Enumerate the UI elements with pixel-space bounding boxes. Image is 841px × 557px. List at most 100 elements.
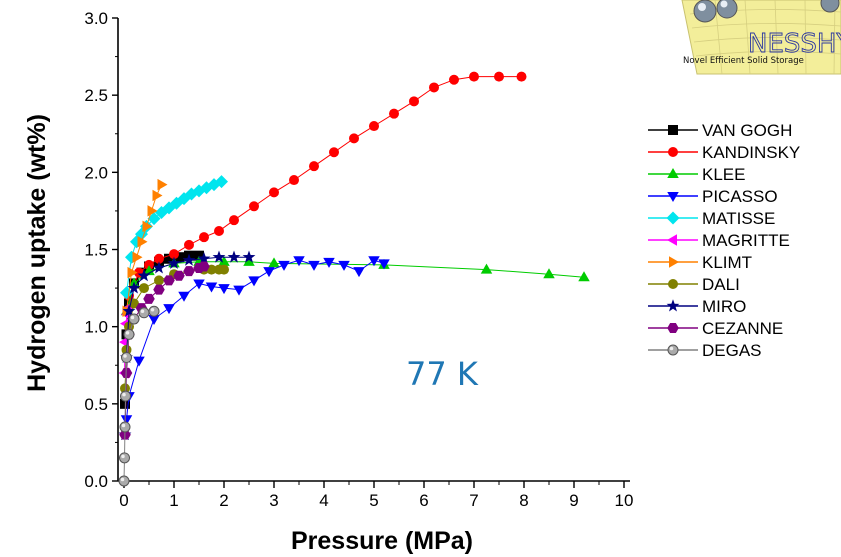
- data-point: [152, 189, 163, 202]
- data-point-highlight: [122, 392, 126, 397]
- data-point: [233, 285, 245, 296]
- data-point: [148, 314, 160, 325]
- data-point: [249, 201, 259, 212]
- data-point: [167, 256, 181, 269]
- series-kandinsky: [124, 71, 527, 301]
- legend-label: KANDINSKY: [702, 143, 800, 162]
- x-tick-label: 4: [319, 491, 328, 510]
- data-point: [152, 261, 166, 274]
- data-point: [212, 250, 226, 263]
- legend: VAN GOGH KANDINSKY KLEE PICASSO MATISSE MAGRI…: [648, 121, 800, 360]
- legend-label: MATISSE: [702, 209, 775, 228]
- data-point: [449, 74, 459, 85]
- data-point: [127, 281, 141, 294]
- data-point: [469, 71, 479, 82]
- data-point: [309, 161, 319, 172]
- data-point-highlight: [120, 477, 125, 482]
- data-point: [248, 276, 260, 287]
- y-tick-label: 2.5: [84, 86, 108, 105]
- x-tick-label: 5: [369, 491, 378, 510]
- data-point: [144, 259, 154, 270]
- legend-item: CEZANNE: [648, 319, 783, 338]
- data-point: [128, 313, 140, 325]
- legend-label: DALI: [702, 275, 740, 294]
- y-tick-label: 2.0: [84, 163, 108, 182]
- data-point: [349, 133, 359, 144]
- data-point: [378, 259, 390, 270]
- legend-label: KLIMT: [702, 253, 752, 272]
- data-point: [119, 452, 130, 464]
- data-point: [429, 82, 439, 93]
- data-point: [164, 253, 174, 264]
- legend-label: KLEE: [702, 165, 745, 184]
- legend-item: DALI: [648, 275, 740, 294]
- legend-marker: [668, 279, 678, 289]
- legend-item: MATISSE: [648, 209, 775, 228]
- data-point: [278, 260, 290, 271]
- legend-label: DEGAS: [702, 341, 762, 360]
- data-point: [338, 260, 350, 271]
- data-point: [269, 187, 279, 198]
- data-point: [198, 261, 210, 272]
- data-point-highlight: [121, 423, 126, 428]
- data-point: [199, 232, 209, 243]
- data-point: [122, 304, 136, 317]
- data-point: [215, 175, 228, 189]
- x-tick-label: 10: [615, 491, 634, 510]
- data-point: [174, 252, 184, 263]
- y-tick-label: 1.5: [84, 241, 108, 260]
- data-point: [148, 305, 160, 317]
- data-point: [163, 304, 175, 315]
- data-point-highlight: [669, 346, 674, 351]
- data-point: [543, 268, 555, 279]
- legend-marker: [669, 256, 679, 268]
- data-point: [143, 293, 155, 304]
- data-point: [263, 267, 275, 278]
- plot-frame: [117, 18, 630, 482]
- legend-label: PICASSO: [702, 187, 778, 206]
- series-picasso: [120, 256, 390, 426]
- data-point: [268, 257, 280, 268]
- data-point: [329, 147, 339, 158]
- data-point: [289, 175, 299, 186]
- legend-item: KLEE: [648, 165, 745, 184]
- data-point: [227, 250, 241, 263]
- legend-item: KANDINSKY: [648, 143, 800, 162]
- legend-marker: [667, 192, 679, 202]
- data-point: [480, 263, 493, 274]
- data-point: [353, 267, 365, 278]
- legend-marker: [667, 323, 679, 333]
- x-axis-title: Pressure (MPa): [291, 527, 473, 555]
- data-point: [154, 253, 164, 264]
- legend-marker: [666, 299, 680, 312]
- data-point: [132, 251, 143, 263]
- y-tick-label: 0.5: [84, 395, 108, 414]
- legend-label: MIRO: [702, 297, 746, 316]
- data-point: [120, 390, 131, 402]
- legend-marker: [667, 234, 677, 246]
- legend-label: MAGRITTE: [702, 231, 790, 250]
- data-point: [133, 356, 145, 367]
- data-point: [169, 249, 179, 260]
- legend-item: MAGRITTE: [648, 231, 790, 250]
- data-point: [120, 415, 133, 426]
- data-point: [409, 96, 419, 107]
- data-point: [219, 264, 229, 275]
- nesshy-logo: NESSHY Novel Efficient Solid Storage: [681, 0, 841, 75]
- legend-marker: [668, 125, 678, 135]
- legend-marker: [667, 344, 679, 356]
- data-point: [578, 271, 590, 282]
- data-point: [293, 256, 305, 267]
- y-axis-title: Hydrogen uptake (wt%): [23, 114, 51, 392]
- legend-marker: [666, 211, 680, 225]
- data-point: [229, 215, 239, 226]
- y-ticks: 0.0 0.5 1.0 1.5 2.0 2.5 3.0: [84, 9, 118, 491]
- series-degas: [118, 305, 160, 487]
- data-point: [124, 321, 134, 332]
- y-tick-label: 1.0: [84, 318, 108, 337]
- data-point: [120, 383, 130, 394]
- series-layer: [118, 71, 590, 487]
- data-point-highlight: [130, 315, 135, 320]
- x-tick-label: 7: [469, 491, 478, 510]
